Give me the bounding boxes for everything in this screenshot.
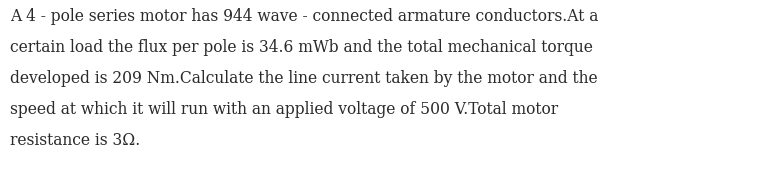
Text: A 4 - pole series motor has 944 wave - connected armature conductors.At a: A 4 - pole series motor has 944 wave - c…	[10, 8, 598, 25]
Text: developed is 209 Nm.Calculate the line current taken by the motor and the: developed is 209 Nm.Calculate the line c…	[10, 70, 598, 87]
Text: resistance is 3Ω.: resistance is 3Ω.	[10, 132, 140, 149]
Text: speed at which it will run with an applied voltage of 500 V.Total motor: speed at which it will run with an appli…	[10, 101, 558, 118]
Text: certain load the flux per pole is 34.6 mWb and the total mechanical torque: certain load the flux per pole is 34.6 m…	[10, 39, 593, 56]
